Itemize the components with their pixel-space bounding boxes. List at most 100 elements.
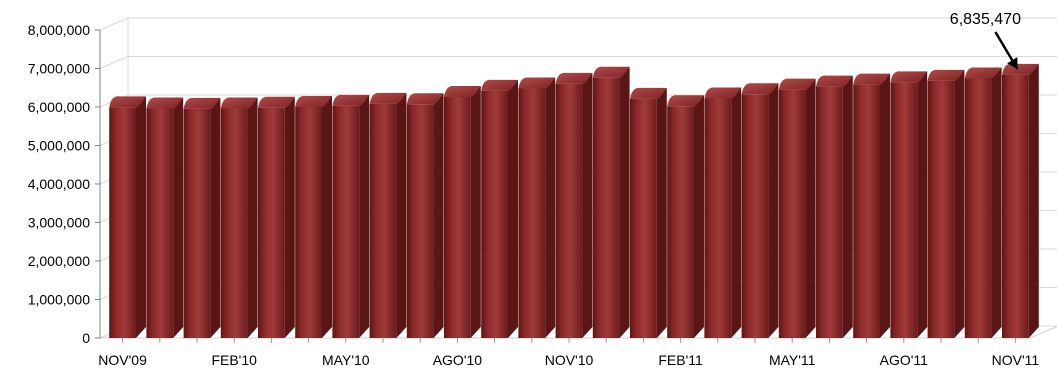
bar [146, 97, 184, 338]
bar-top [630, 87, 667, 99]
bar [704, 87, 742, 338]
bar-body [778, 89, 806, 338]
bar-body [444, 96, 471, 339]
bar-side [210, 97, 221, 338]
y-tick-label: 7,000,000 [28, 61, 90, 77]
bar-top [109, 96, 146, 108]
bar-body [220, 108, 248, 338]
bar-body [481, 90, 508, 338]
bar [183, 97, 221, 338]
bar-top [444, 85, 481, 98]
bar-top [1002, 63, 1039, 75]
bar-body [183, 108, 211, 338]
bar-top [890, 71, 928, 83]
y-tick-label: 8,000,000 [28, 22, 90, 38]
x-tick-label: FEB'11 [658, 352, 703, 368]
bar-side [1028, 63, 1039, 338]
bar [964, 67, 1002, 338]
gridline [99, 17, 1057, 31]
bar-body [592, 77, 620, 339]
bar-body [369, 103, 397, 338]
x-tick-label: AGO'11 [880, 352, 929, 368]
bar [369, 92, 407, 338]
bar-top [667, 95, 704, 107]
y-tick-label: 4,000,000 [28, 176, 90, 192]
bar-top [741, 83, 779, 95]
x-tick-label: NOV'09 [98, 352, 147, 368]
bar-body [927, 80, 955, 338]
axes [95, 29, 1016, 343]
bar [220, 97, 258, 338]
bar-side [135, 96, 146, 338]
bar [109, 96, 146, 338]
y-tick-label: 3,000,000 [28, 215, 90, 231]
bar-top [183, 97, 221, 110]
bar-body [853, 84, 880, 338]
bar-side [321, 96, 332, 338]
bar [332, 94, 370, 338]
bar [816, 75, 853, 338]
x-tick-label: NOV'11 [992, 352, 1040, 368]
bar-body [890, 82, 918, 338]
bar [1002, 63, 1039, 338]
bar-top [927, 69, 965, 81]
bar-body [704, 98, 732, 338]
bar-side [917, 71, 928, 339]
bar [518, 77, 556, 339]
bar [481, 79, 518, 338]
y-tick-label: 2,000,000 [28, 253, 90, 269]
x-tick-label: MAY'11 [769, 352, 816, 368]
bar-body [964, 78, 992, 338]
bar-side [768, 83, 779, 338]
bar [927, 69, 965, 338]
y-tick-label: 0 [82, 330, 90, 346]
bar-side [507, 79, 518, 338]
bars [109, 63, 1039, 339]
bar-side [396, 92, 407, 338]
bar-side [545, 77, 556, 339]
bar-side [954, 69, 965, 338]
bar-side [433, 93, 444, 339]
bar [444, 85, 481, 339]
bar-top [592, 66, 630, 78]
bar-top [481, 79, 518, 91]
bar-body [295, 107, 322, 338]
bar-body [258, 107, 285, 339]
bar-side [359, 94, 370, 338]
bar-body [406, 104, 434, 339]
bar-top [146, 97, 184, 109]
bar [555, 72, 593, 339]
bar-body [630, 98, 657, 338]
bar-top [258, 96, 295, 108]
bar-body [146, 108, 174, 338]
bar-body [816, 86, 843, 338]
bar-body [667, 106, 694, 338]
bar-side [470, 85, 481, 339]
bar-top [332, 94, 370, 106]
bar-body [741, 94, 769, 338]
y-tick-label: 5,000,000 [28, 138, 90, 154]
bar [258, 96, 295, 339]
bar [778, 78, 816, 339]
bar-body [518, 88, 546, 339]
bar [667, 95, 704, 338]
bar-top [778, 78, 816, 90]
bar-top [295, 95, 332, 108]
y-tick-label: 6,000,000 [28, 99, 90, 115]
bar-top [555, 72, 593, 84]
gridline [99, 56, 1057, 69]
bar-side [619, 66, 630, 339]
bar-side [247, 97, 258, 338]
annotation: 6,835,470 [950, 11, 1021, 70]
bar-top [964, 67, 1002, 79]
bar [890, 71, 928, 339]
bar-top [518, 77, 556, 89]
bar-side [582, 72, 593, 339]
bar-side [991, 67, 1002, 338]
x-tick-label: FEB'10 [211, 352, 257, 368]
bar [853, 73, 890, 339]
bar-body [555, 83, 583, 339]
bar-top [853, 73, 890, 85]
